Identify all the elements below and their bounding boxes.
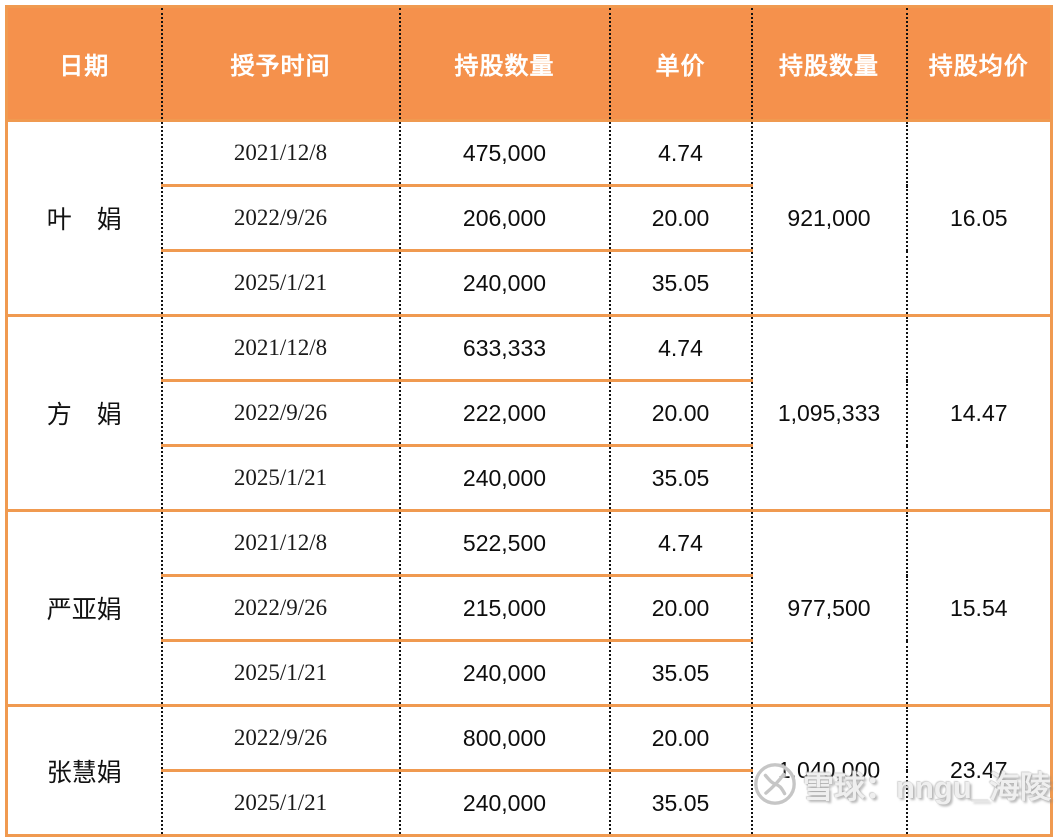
grant-price: 20.00 [608, 575, 753, 642]
table-row: 2022/9/26 222,000 20.00 [7, 380, 1052, 447]
holder-name: 张慧娟 [5, 704, 163, 836]
grant-date: 2025/1/21 [160, 770, 401, 836]
grant-price: 20.00 [608, 185, 753, 252]
grant-shares: 240,000 [398, 445, 611, 511]
total-shares: 1,040,000 [750, 704, 908, 836]
table-row: 2025/1/21 240,000 35.05 [7, 250, 1052, 316]
grant-date: 2021/12/8 [160, 509, 401, 577]
grant-date: 2025/1/21 [160, 640, 401, 706]
grant-shares: 475,000 [398, 119, 611, 187]
total-shares: 1,095,333 [750, 314, 908, 511]
table-row: 方 娟 2021/12/8 633,333 4.74 1,095,333 14.… [5, 314, 1053, 511]
holder-name: 严亚娟 [5, 509, 163, 706]
grant-price: 20.00 [608, 380, 753, 447]
total-shares: 977,500 [750, 509, 908, 706]
holder-name: 方 娟 [5, 314, 163, 511]
column-header-unit-price: 单价 [608, 6, 753, 121]
grant-date: 2025/1/21 [160, 250, 401, 316]
total-shares: 921,000 [750, 119, 908, 316]
grant-date: 2025/1/21 [160, 445, 401, 511]
grant-shares: 240,000 [398, 770, 611, 836]
table-row: 2025/1/21 240,000 35.05 [7, 445, 1052, 511]
grant-price: 35.05 [608, 640, 753, 706]
table-row: 2022/9/26 215,000 20.00 [7, 575, 1052, 642]
table-header: 日期 授予时间 持股数量 单价 持股数量 持股均价 [5, 6, 1053, 121]
grant-shares: 215,000 [398, 575, 611, 642]
grant-price: 20.00 [608, 704, 753, 772]
column-header-grant-time: 授予时间 [160, 6, 401, 121]
grant-shares: 522,500 [398, 509, 611, 577]
stock-grant-table: 日期 授予时间 持股数量 单价 持股数量 持股均价 叶 娟 2021/12/8 … [5, 5, 1053, 837]
avg-price: 14.47 [905, 314, 1053, 511]
column-header-avg-price: 持股均价 [905, 6, 1053, 121]
column-header-total-shares: 持股数量 [750, 6, 908, 121]
table-row: 严亚娟 2021/12/8 522,500 4.74 977,500 15.54 [5, 509, 1053, 706]
grant-date: 2022/9/26 [160, 704, 401, 772]
grant-shares: 800,000 [398, 704, 611, 772]
avg-price: 15.54 [905, 509, 1053, 706]
table-row: 2022/9/26 206,000 20.00 [7, 185, 1052, 252]
grant-shares: 222,000 [398, 380, 611, 447]
grant-date: 2022/9/26 [160, 185, 401, 252]
table-row: 2025/1/21 240,000 35.05 [7, 640, 1052, 706]
grant-price: 35.05 [608, 250, 753, 316]
grant-price: 4.74 [608, 509, 753, 577]
grant-price: 35.05 [608, 445, 753, 511]
grant-date: 2021/12/8 [160, 314, 401, 382]
grant-shares: 206,000 [398, 185, 611, 252]
holder-name: 叶 娟 [5, 119, 163, 316]
grant-shares: 240,000 [398, 640, 611, 706]
grant-shares: 633,333 [398, 314, 611, 382]
grant-date: 2022/9/26 [160, 575, 401, 642]
grant-price: 35.05 [608, 770, 753, 836]
grant-date: 2022/9/26 [160, 380, 401, 447]
grant-date: 2021/12/8 [160, 119, 401, 187]
grant-price: 4.74 [608, 314, 753, 382]
table-row: 叶 娟 2021/12/8 475,000 4.74 921,000 16.05 [5, 119, 1053, 316]
grant-price: 4.74 [608, 119, 753, 187]
column-header-date: 日期 [5, 6, 163, 121]
column-header-shares: 持股数量 [398, 6, 611, 121]
grant-shares: 240,000 [398, 250, 611, 316]
table-row: 张慧娟 2022/9/26 800,000 20.00 1,040,000 23… [5, 704, 1053, 836]
avg-price: 16.05 [905, 119, 1053, 316]
avg-price: 23.47 [905, 704, 1053, 836]
